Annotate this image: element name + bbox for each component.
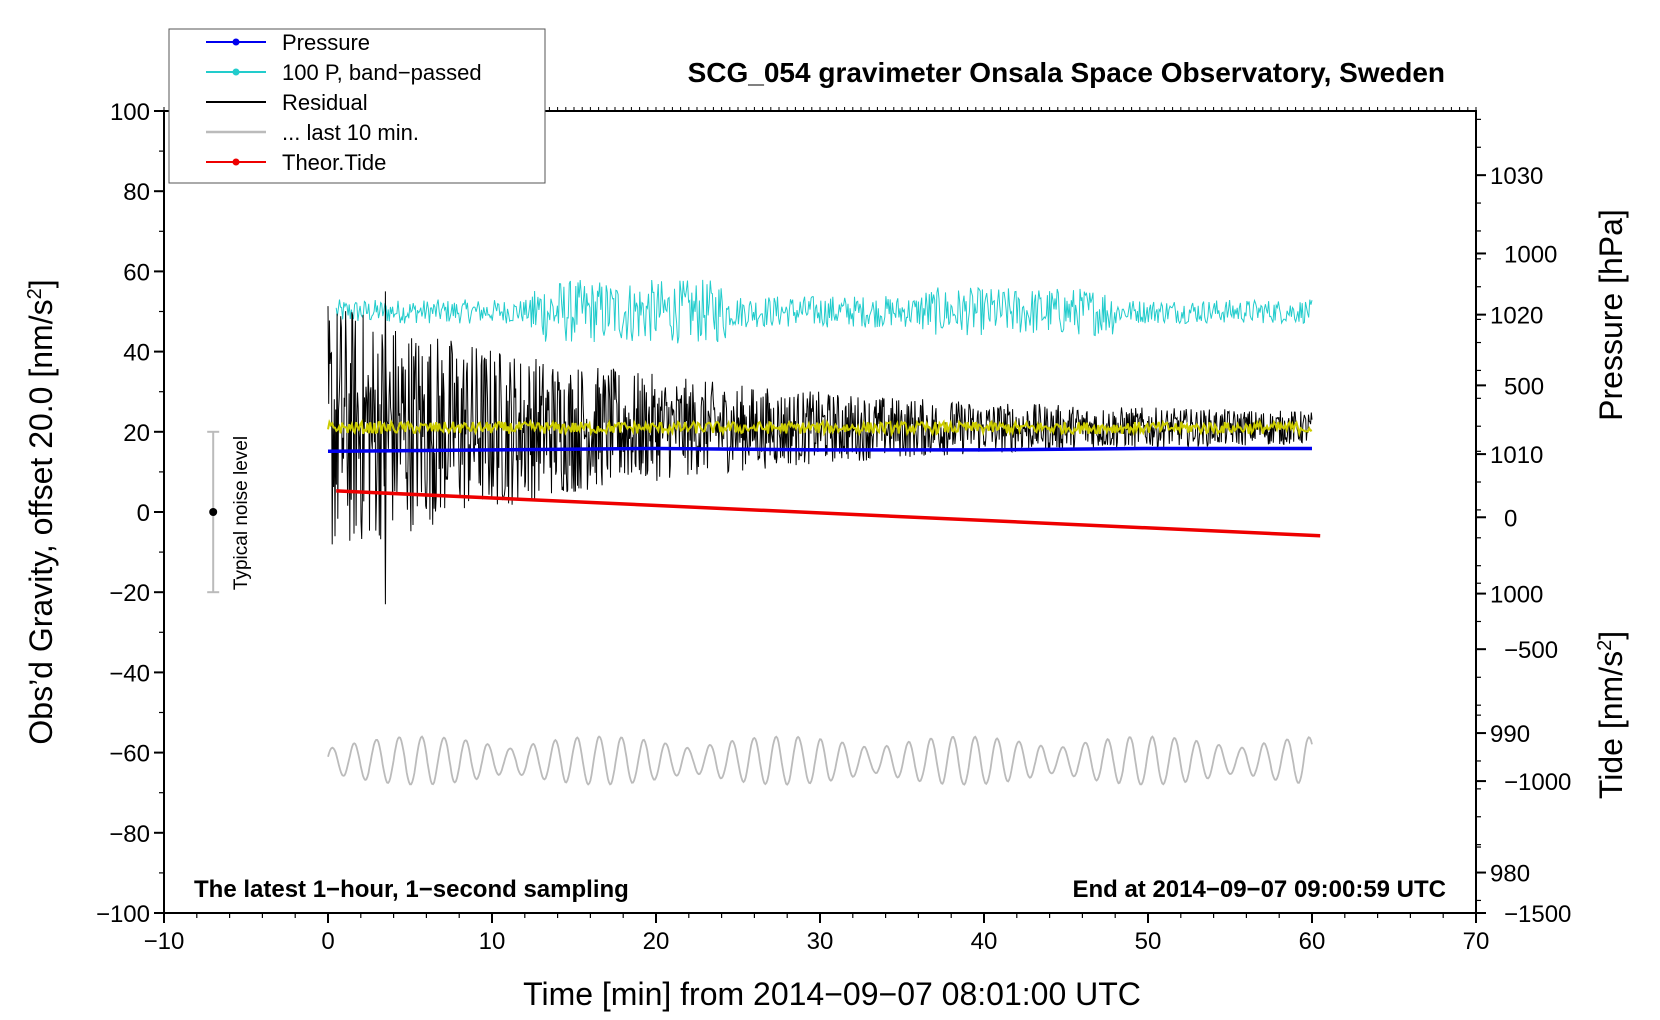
tide-tick-label: −1500 xyxy=(1504,901,1571,928)
y-tick-label: 20 xyxy=(123,420,150,447)
x-tick-label: 50 xyxy=(1135,928,1162,955)
x-tick-label: 40 xyxy=(971,928,998,955)
y-tick-label: 100 xyxy=(110,99,150,126)
x-axis: −10 0 10 20 30 40 50 60 70 xyxy=(144,107,1490,955)
series-bandpassed-pressure xyxy=(335,279,1313,344)
x-tick-label: 20 xyxy=(643,928,670,955)
sampling-annotation: The latest 1−hour, 1−second sampling xyxy=(194,876,629,903)
y-axis-pressure: 980 990 1000 1010 1020 1030 xyxy=(1476,118,1543,902)
legend-marker xyxy=(232,158,240,166)
pressure-tick-label: 990 xyxy=(1490,721,1530,748)
pressure-tick-label: 980 xyxy=(1490,861,1530,888)
legend: Pressure 100 P, band−passed Residual ... la… xyxy=(168,28,546,184)
x-tick-label: −10 xyxy=(144,928,185,955)
series-residual-smoothed xyxy=(327,418,1313,438)
y-axis-gravity: −100 −80 −60 −40 −20 0 20 40 60 80 100 xyxy=(96,99,164,928)
tide-tick-label: 1000 xyxy=(1504,241,1557,268)
tide-axis-label: Tide [nm/s2] xyxy=(1593,631,1629,799)
pressure-tick-label: 1020 xyxy=(1490,303,1543,330)
y-axis-label: Obs’d Gravity, offset 20.0 [nm/s2] xyxy=(23,279,59,744)
noise-center-dot xyxy=(209,508,218,516)
end-time-annotation: End at 2014−09−07 09:00:59 UTC xyxy=(1072,876,1446,903)
y-tick-label: 60 xyxy=(123,259,150,286)
pressure-axis-label: Pressure [hPa] xyxy=(1593,209,1629,421)
pressure-tick-label: 1030 xyxy=(1490,163,1543,190)
legend-label: Theor.Tide xyxy=(282,150,386,175)
y-tick-label: −60 xyxy=(109,741,150,768)
series-theoretical-tide xyxy=(336,489,1321,538)
x-tick-label: 0 xyxy=(321,928,334,955)
legend-label: ... last 10 min. xyxy=(282,120,419,145)
y-axis-tide: −1500 −1000 −500 0 500 1000 xyxy=(1476,241,1571,928)
legend-label: 100 P, band−passed xyxy=(282,60,482,85)
y-tick-label: 40 xyxy=(123,340,150,367)
x-tick-label: 10 xyxy=(479,928,506,955)
legend-marker xyxy=(232,68,240,76)
x-axis-label: Time [min] from 2014−09−07 08:01:00 UTC xyxy=(523,976,1141,1012)
y-tick-label: −80 xyxy=(109,821,150,848)
x-tick-label: 30 xyxy=(807,928,834,955)
y-tick-label: −100 xyxy=(96,901,150,928)
tide-tick-label: 500 xyxy=(1504,373,1544,400)
y-tick-label: −20 xyxy=(109,580,150,607)
y-tick-label: −40 xyxy=(109,660,150,687)
series-pressure xyxy=(327,446,1312,454)
tide-tick-label: −500 xyxy=(1504,637,1558,664)
x-tick-label: 60 xyxy=(1299,928,1326,955)
data-series xyxy=(327,279,1321,786)
pressure-tick-label: 1000 xyxy=(1490,582,1543,609)
y-tick-label: 0 xyxy=(137,500,150,527)
tide-tick-label: 0 xyxy=(1504,505,1517,532)
y-tick-label: 80 xyxy=(123,179,150,206)
noise-level-indicator: Typical noise level xyxy=(207,430,252,594)
tide-tick-label: −1000 xyxy=(1504,769,1571,796)
pressure-tick-label: 1010 xyxy=(1490,442,1543,469)
legend-marker xyxy=(232,38,240,46)
series-last-10-min xyxy=(327,735,1313,786)
noise-label: Typical noise level xyxy=(231,436,252,590)
x-tick-label: 70 xyxy=(1463,928,1490,955)
legend-label: Pressure xyxy=(282,30,370,55)
legend-label: Residual xyxy=(282,90,368,115)
chart-title: SCG_054 gravimeter Onsala Space Observat… xyxy=(688,57,1445,88)
